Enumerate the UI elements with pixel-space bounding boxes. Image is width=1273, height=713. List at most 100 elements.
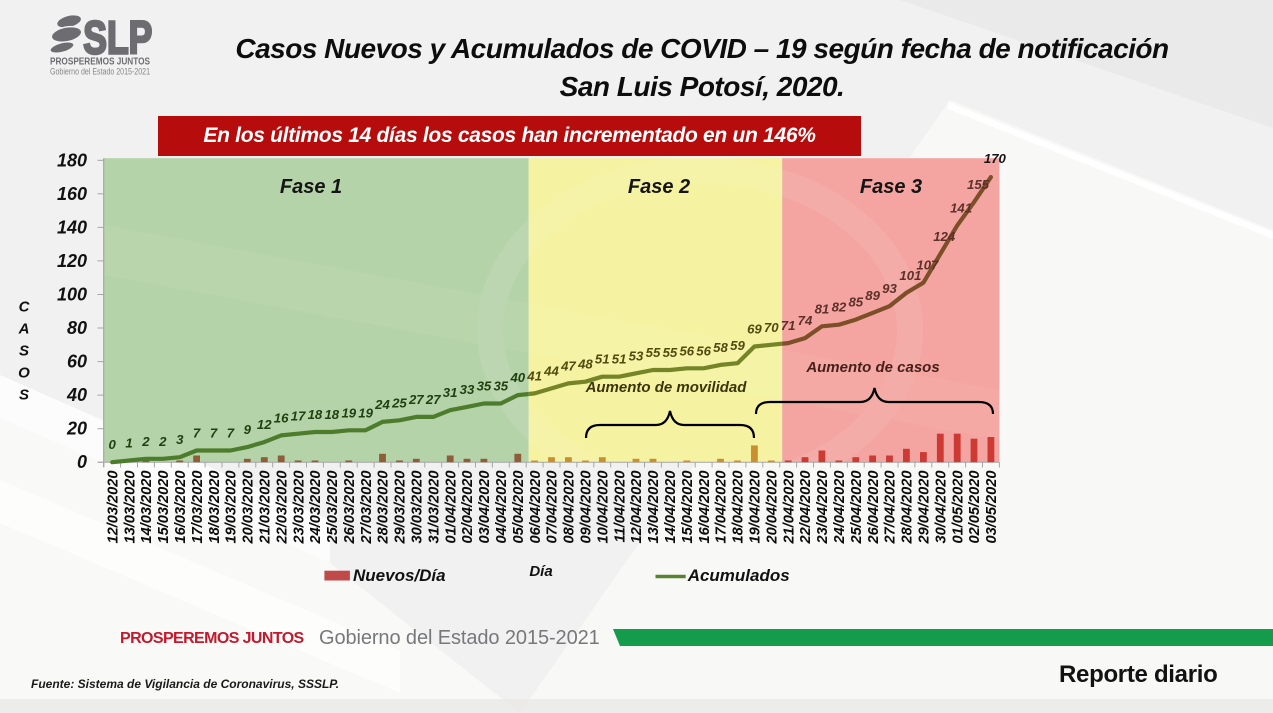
svg-text:40: 40 <box>509 370 525 385</box>
svg-text:16/04/2020: 16/04/2020 <box>697 471 713 544</box>
svg-text:17/03/2020: 17/03/2020 <box>190 471 206 544</box>
svg-text:93: 93 <box>882 281 897 296</box>
svg-text:18: 18 <box>308 407 323 422</box>
svg-text:12/03/2020: 12/03/2020 <box>105 471 121 544</box>
svg-text:Fase 3: Fase 3 <box>860 176 922 198</box>
svg-text:31/03/2020: 31/03/2020 <box>426 471 442 544</box>
svg-text:14/04/2020: 14/04/2020 <box>663 471 679 544</box>
svg-text:03/05/2020: 03/05/2020 <box>984 471 1000 544</box>
svg-text:56: 56 <box>679 343 694 358</box>
svg-text:31: 31 <box>443 385 458 400</box>
svg-text:02/04/2020: 02/04/2020 <box>460 471 476 544</box>
svg-text:C: C <box>19 299 31 316</box>
svg-text:19/03/2020: 19/03/2020 <box>224 471 240 544</box>
svg-text:27: 27 <box>408 392 424 407</box>
svg-text:21/04/2020: 21/04/2020 <box>781 471 797 545</box>
svg-text:16: 16 <box>274 410 289 425</box>
svg-text:25/04/2020: 25/04/2020 <box>849 471 865 545</box>
svg-text:SLP: SLP <box>83 12 152 64</box>
svg-text:18/04/2020: 18/04/2020 <box>731 471 747 544</box>
svg-text:59: 59 <box>730 338 745 353</box>
svg-text:101: 101 <box>899 268 921 283</box>
svg-text:18/03/2020: 18/03/2020 <box>207 471 223 544</box>
svg-text:17: 17 <box>291 409 306 424</box>
svg-text:180: 180 <box>57 150 87 170</box>
svg-text:44: 44 <box>543 363 559 378</box>
svg-text:74: 74 <box>798 313 813 328</box>
svg-text:19: 19 <box>358 405 373 420</box>
svg-text:01/04/2020: 01/04/2020 <box>443 471 459 544</box>
svg-text:51: 51 <box>612 352 627 367</box>
svg-text:0: 0 <box>77 452 87 472</box>
svg-text:24: 24 <box>374 397 390 412</box>
svg-text:13/04/2020: 13/04/2020 <box>646 471 662 544</box>
svg-text:27/04/2020: 27/04/2020 <box>883 471 899 545</box>
svg-text:17/04/2020: 17/04/2020 <box>714 471 730 544</box>
svg-text:23/04/2020: 23/04/2020 <box>815 471 831 545</box>
svg-text:Fase 2: Fase 2 <box>628 176 690 198</box>
svg-text:Nuevos/Día: Nuevos/Día <box>353 566 446 585</box>
svg-text:9: 9 <box>244 422 252 437</box>
svg-text:47: 47 <box>560 358 576 373</box>
svg-text:70: 70 <box>764 320 779 335</box>
svg-text:29/03/2020: 29/03/2020 <box>393 471 409 545</box>
svg-text:20/03/2020: 20/03/2020 <box>241 471 257 545</box>
svg-text:10/04/2020: 10/04/2020 <box>595 471 611 544</box>
svg-text:0: 0 <box>109 437 117 452</box>
svg-text:13/03/2020: 13/03/2020 <box>122 471 138 544</box>
svg-text:04/04/2020: 04/04/2020 <box>494 471 510 544</box>
svg-text:18: 18 <box>324 407 339 422</box>
svg-text:02/05/2020: 02/05/2020 <box>967 471 983 544</box>
svg-text:58: 58 <box>713 340 728 355</box>
svg-text:7: 7 <box>193 426 201 441</box>
svg-text:7: 7 <box>227 426 235 441</box>
svg-text:30/04/2020: 30/04/2020 <box>933 471 949 544</box>
svg-text:7: 7 <box>210 426 218 441</box>
svg-text:S: S <box>19 387 29 404</box>
svg-text:28/03/2020: 28/03/2020 <box>376 471 392 545</box>
svg-text:03/04/2020: 03/04/2020 <box>477 471 493 544</box>
svg-text:Aumento de casos: Aumento de casos <box>805 359 939 376</box>
svg-text:85: 85 <box>848 295 863 310</box>
svg-text:82: 82 <box>832 300 847 315</box>
svg-text:Gobierno del Estado 2015-2021: Gobierno del Estado 2015-2021 <box>50 67 150 77</box>
svg-text:35: 35 <box>493 379 508 394</box>
svg-text:60: 60 <box>67 352 87 372</box>
svg-text:89: 89 <box>865 288 880 303</box>
svg-text:21/03/2020: 21/03/2020 <box>258 471 274 545</box>
svg-text:160: 160 <box>57 184 87 204</box>
svg-text:40: 40 <box>66 385 87 405</box>
svg-text:27/03/2020: 27/03/2020 <box>359 471 375 545</box>
svg-text:PROSPEREMOS JUNTOS: PROSPEREMOS JUNTOS <box>50 56 150 68</box>
svg-text:2: 2 <box>158 434 167 449</box>
svg-text:19/04/2020: 19/04/2020 <box>748 471 764 544</box>
svg-text:A: A <box>18 321 30 338</box>
svg-text:27: 27 <box>425 392 441 407</box>
svg-text:100: 100 <box>57 285 87 305</box>
svg-text:16/03/2020: 16/03/2020 <box>173 471 189 544</box>
svg-text:O: O <box>18 365 30 382</box>
svg-text:141: 141 <box>950 201 972 216</box>
svg-text:26/04/2020: 26/04/2020 <box>866 471 882 545</box>
svg-text:20/04/2020: 20/04/2020 <box>764 471 780 545</box>
svg-text:48: 48 <box>577 357 593 372</box>
svg-text:80: 80 <box>67 318 87 338</box>
svg-text:22/04/2020: 22/04/2020 <box>798 471 814 545</box>
svg-text:41: 41 <box>526 368 542 383</box>
svg-text:Fase 1: Fase 1 <box>280 176 342 198</box>
svg-text:S: S <box>19 343 29 360</box>
svg-text:12: 12 <box>257 417 272 432</box>
svg-text:53: 53 <box>629 348 644 363</box>
svg-text:11/04/2020: 11/04/2020 <box>612 471 628 543</box>
svg-text:30/03/2020: 30/03/2020 <box>410 471 426 544</box>
svg-text:19: 19 <box>341 405 356 420</box>
svg-text:55: 55 <box>663 345 678 360</box>
svg-text:Acumulados: Acumulados <box>687 566 790 585</box>
svg-text:20: 20 <box>66 419 87 439</box>
svg-text:05/04/2020: 05/04/2020 <box>511 471 527 544</box>
svg-text:71: 71 <box>781 318 796 333</box>
svg-text:26/03/2020: 26/03/2020 <box>342 471 358 545</box>
svg-text:69: 69 <box>747 322 762 337</box>
svg-text:2: 2 <box>141 434 150 449</box>
svg-text:56: 56 <box>696 343 711 358</box>
